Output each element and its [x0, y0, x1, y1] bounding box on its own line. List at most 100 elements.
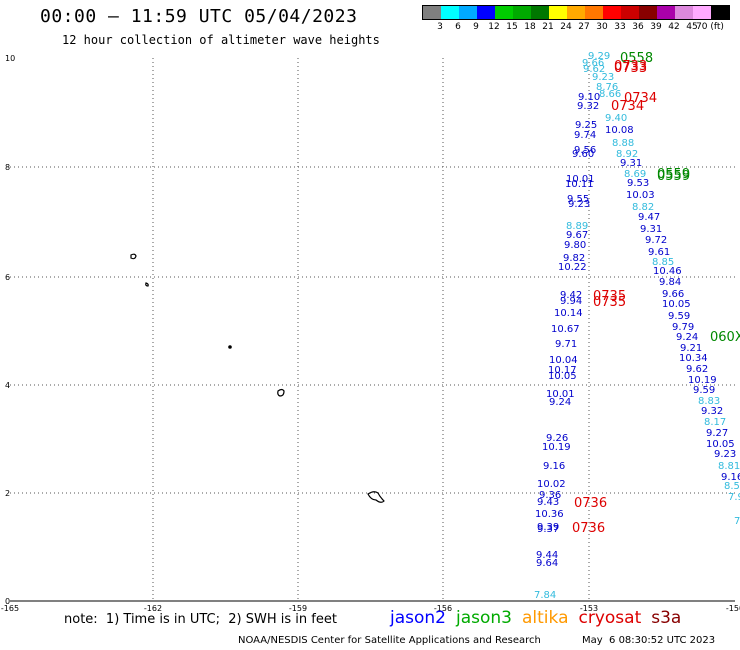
legend-label: 33 [614, 22, 626, 32]
observation-label: 10.01 [546, 389, 575, 400]
legend-label: 39 [650, 22, 662, 32]
pass-time-label: 0733 [614, 61, 647, 76]
observation-label: 8.69 [624, 169, 646, 180]
satellite-legend-item: jason2 [390, 608, 446, 628]
axis-ticks: -165 -162 -159 -156 -153 -150 10 8 6 4 2 0 [1, 54, 740, 613]
pass-time-label: 0734 [624, 91, 657, 106]
legend-label: 45 [686, 22, 698, 32]
observation-label: 10.19 [542, 442, 571, 453]
legend-label: 36 [632, 22, 644, 32]
island-niihau [130, 253, 137, 260]
observation-label: 9.74 [574, 130, 596, 141]
observation-label: 9.60 [572, 149, 594, 160]
pass-time-label: 0559 [657, 169, 690, 184]
pass-time-label: 0559 [657, 167, 690, 182]
island-necker [277, 388, 285, 397]
observation-label: 9.23 [568, 199, 590, 210]
page-title: 00:00 – 11:59 UTC 05/04/2023 [40, 6, 358, 27]
observation-label: 9.71 [555, 339, 577, 350]
legend-label: 30 [596, 22, 608, 32]
observation-label: 9.47 [638, 212, 660, 223]
observation-label: 9.59 [693, 385, 715, 396]
legend-label: 15 [506, 22, 518, 32]
legend-label: 21 [542, 22, 554, 32]
observation-label: 9.16 [543, 461, 565, 472]
observation-label: 9.26 [546, 433, 568, 444]
observation-label: 9.66 [662, 289, 684, 300]
observation-label: 9.62 [583, 64, 605, 75]
y-tick-label: 10 [5, 54, 15, 63]
island-nihoa [228, 345, 232, 349]
legend-swatch [423, 6, 441, 19]
x-tick-label: -162 [144, 604, 162, 613]
observation-label: 10.05 [662, 299, 691, 310]
legend-swatch [531, 6, 549, 19]
observation-label: 9.32 [577, 101, 599, 112]
observation-label: 8.81 [718, 461, 740, 472]
observation-label: 10.03 [626, 190, 655, 201]
observation-label: 8.88 [612, 138, 634, 149]
legend-swatch [441, 6, 459, 19]
observation-label: 9.25 [575, 120, 597, 131]
observation-label: 9.61 [648, 247, 670, 258]
observation-label: 9.29 [588, 51, 610, 62]
legend-swatch [621, 6, 639, 19]
legend-label: 18 [524, 22, 536, 32]
observation-label: 9.32 [701, 406, 723, 417]
legend-swatch [657, 6, 675, 19]
legend-swatch [693, 6, 711, 19]
observation-label: 9.27 [706, 428, 728, 439]
observation-label: 10.14 [554, 308, 583, 319]
observation-label: 9.56 [574, 145, 596, 156]
pass-time-label: 060X [710, 330, 740, 345]
pass-time-label: 0736 [572, 521, 605, 536]
pass-time-labels: 055807330733073407340559055907350735060X… [572, 51, 740, 536]
legend-swatch [711, 6, 729, 19]
observation-label: 9.40 [605, 113, 627, 124]
y-tick-label: 2 [5, 489, 10, 498]
observation-label: 9.31 [640, 224, 662, 235]
y-tick-label: 4 [5, 381, 10, 390]
pass-time-label: 0736 [574, 496, 607, 511]
observation-label: 9.67 [566, 230, 588, 241]
observation-label: 8.89 [566, 221, 588, 232]
legend-label: 6 [455, 22, 461, 32]
satellite-legend-item: jason3 [456, 608, 512, 628]
observation-label: 8.5 [724, 481, 740, 492]
observation-label: 7.9 [728, 492, 740, 503]
observation-label: 8.66 [599, 89, 621, 100]
observation-label: 9.37 [537, 524, 559, 535]
satellite-legend-item: cryosat [578, 608, 642, 628]
satellite-legend: jason2 jason3 altika cryosat s3a [390, 608, 681, 628]
observation-label: 7 [734, 516, 740, 527]
pass-time-label: 0735 [593, 295, 626, 310]
legend-label: 9 [473, 22, 479, 32]
observation-label: 7.84 [534, 590, 556, 601]
x-tick-label: -156 [434, 604, 452, 613]
observation-label: 9.79 [672, 322, 694, 333]
observation-label: 10.05 [548, 371, 577, 382]
observation-label: 9.62 [686, 364, 708, 375]
observation-label: 9.24 [676, 332, 698, 343]
x-tick-label: -165 [1, 604, 19, 613]
legend-swatch [459, 6, 477, 19]
observation-label: 10.08 [605, 125, 634, 136]
observation-label: 9.36 [539, 490, 561, 501]
observation-label: 10.17 [548, 365, 577, 376]
observation-label: 10.67 [551, 324, 580, 335]
legend-label: 12 [488, 22, 500, 32]
legend-label: 27 [578, 22, 590, 32]
legend-swatch [549, 6, 567, 19]
observation-label: 10.11 [565, 179, 594, 190]
observation-label: 9.42 [560, 290, 582, 301]
observation-label: 9.80 [564, 240, 586, 251]
legend-label: 70 (ft) [696, 22, 724, 32]
observation-label: 9.39 [537, 522, 559, 533]
satellite-legend-item: s3a [651, 608, 682, 628]
observation-label: 9.94 [560, 296, 582, 307]
x-tick-label: -159 [289, 604, 307, 613]
legend-swatch [585, 6, 603, 19]
y-tick-label: 8 [5, 163, 10, 172]
observation-label: 9.24 [549, 397, 571, 408]
